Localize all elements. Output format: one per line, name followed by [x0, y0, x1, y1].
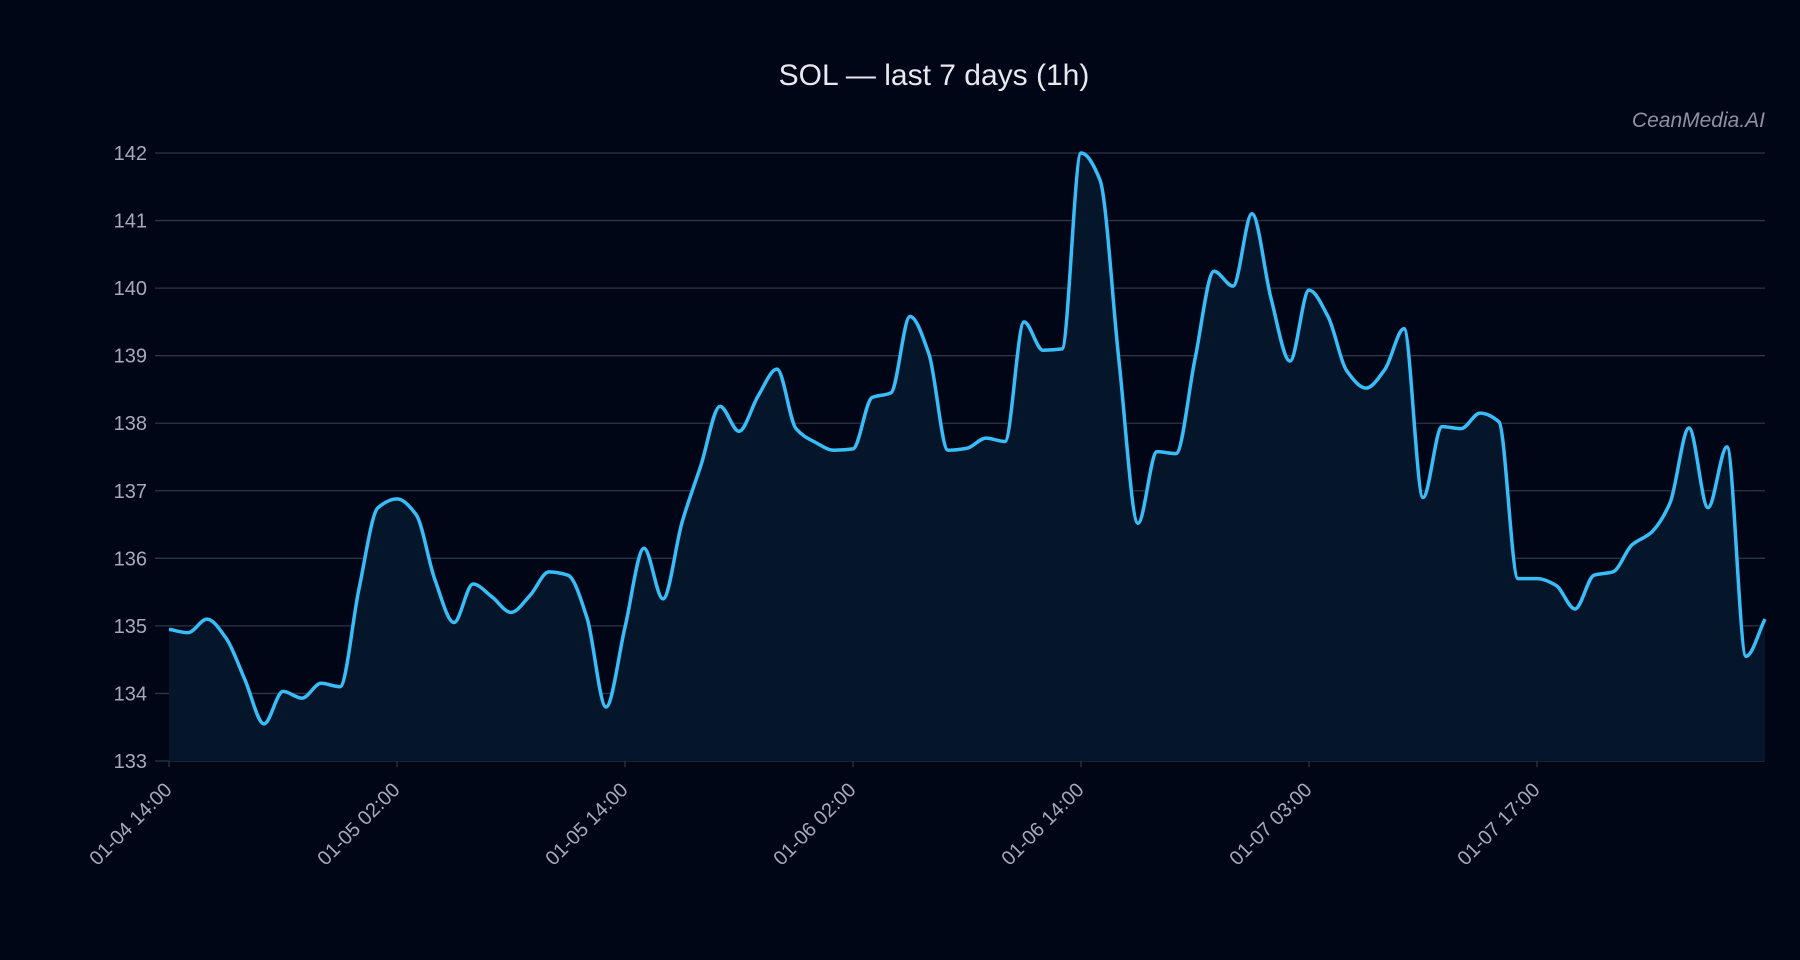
- x-axis: 01-04 14:00 01-05 02:00 01-05 14:00 01-06 0…: [85, 761, 1545, 870]
- price-line: [168, 151, 1767, 726]
- y-axis: 133 134 135 136 137 138 139 140 141 142: [114, 143, 147, 773]
- x-tick-label: 01-06 14:00: [997, 779, 1088, 870]
- y-tick-label: 133: [114, 751, 147, 773]
- x-tick-label: 01-05 02:00: [313, 779, 404, 870]
- chart-title: SOL — last 7 days (1h): [779, 59, 1090, 92]
- x-tick-label: 01-06 02:00: [769, 779, 860, 870]
- y-tick-label: 134: [114, 683, 147, 705]
- y-tick-label: 139: [114, 346, 147, 368]
- y-tick-label: 138: [114, 413, 147, 435]
- y-tick-label: 137: [114, 481, 147, 503]
- y-tick-label: 141: [114, 211, 147, 233]
- x-tick-label: 01-07 17:00: [1453, 779, 1544, 870]
- y-tick-label: 140: [114, 278, 147, 300]
- area-fill: [169, 153, 1765, 761]
- watermark: CeanMedia.AI: [1632, 109, 1765, 132]
- y-tick-label: 142: [114, 143, 147, 165]
- y-tick-label: 135: [114, 616, 147, 638]
- x-tick-label: 01-05 14:00: [541, 779, 632, 870]
- x-tick-label: 01-07 03:00: [1225, 779, 1316, 870]
- x-tick-label: 01-04 14:00: [85, 779, 176, 870]
- y-tick-label: 136: [114, 548, 147, 570]
